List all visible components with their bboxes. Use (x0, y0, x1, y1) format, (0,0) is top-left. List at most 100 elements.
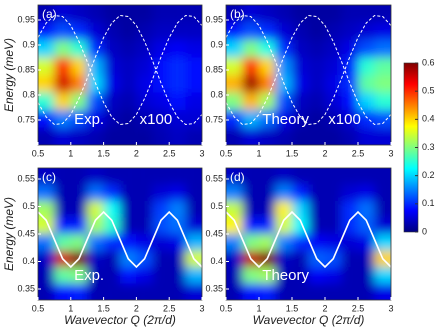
heat-cell (120, 267, 137, 284)
heat-cell (259, 57, 276, 75)
heat-cell (242, 127, 259, 145)
y-tick-label: 0.8 (22, 89, 35, 99)
dispersion-curve (38, 14, 202, 126)
heat-cell (185, 40, 202, 58)
heat-cell (374, 40, 391, 58)
heat-cell (226, 92, 243, 110)
heat-cell (169, 40, 186, 58)
heat-cell (136, 5, 153, 23)
heat-cell (169, 110, 186, 128)
heat-cell (136, 168, 153, 185)
heat-cell (136, 267, 153, 284)
dispersion-curve (226, 210, 391, 269)
heat-cell (259, 22, 276, 40)
annotation: Exp. (74, 111, 104, 128)
heat-cell (374, 110, 391, 128)
heat-cell (152, 57, 170, 75)
heat-cell (242, 267, 259, 284)
annotation: x100 (140, 111, 173, 128)
heat-cell (120, 40, 137, 58)
heat-cell (292, 127, 309, 145)
heat-cell (70, 5, 88, 23)
heat-cell (374, 75, 391, 93)
heat-cell (120, 75, 137, 93)
heat-cell (120, 283, 137, 300)
heat-cell (358, 184, 375, 201)
heat-cell (226, 168, 243, 185)
heat-cell (87, 22, 104, 40)
plot-frame (225, 4, 392, 146)
heat-cell (226, 22, 243, 40)
heat-cell (275, 267, 292, 284)
heat-cell (152, 127, 170, 145)
heat-cell (292, 184, 309, 201)
heatmap (38, 5, 202, 145)
heat-cell (275, 201, 292, 218)
heat-cell (169, 57, 186, 75)
heat-cell (275, 57, 292, 75)
heat-cell (169, 234, 186, 251)
panel-label: (c) (42, 170, 56, 184)
heat-cell (185, 22, 202, 40)
heat-cell (54, 127, 71, 145)
heat-cell (341, 201, 358, 218)
x-tick-label: 0.5 (32, 148, 45, 158)
heat-cell (341, 283, 358, 300)
heat-cell (292, 92, 309, 110)
y-tick-label: 0.4 (22, 256, 35, 266)
colorbar-tick-label: 0.4 (422, 114, 435, 124)
heat-cell (103, 201, 120, 218)
heat-cell (292, 201, 309, 218)
heat-cell (292, 234, 309, 251)
x-tick-label: 1 (256, 148, 261, 158)
heat-cell (152, 267, 170, 284)
heat-cell (152, 92, 170, 110)
heat-cell (259, 92, 276, 110)
heat-cell (87, 40, 104, 58)
heat-cell (259, 217, 276, 234)
colorbar-tick-label: 0.1 (422, 198, 435, 208)
x-tick-label: 1 (68, 148, 73, 158)
heat-cell (87, 127, 104, 145)
heat-cell (341, 250, 358, 267)
heat-cell (70, 201, 88, 218)
heat-cell (242, 40, 259, 58)
heat-cell (136, 92, 153, 110)
heat-cell (169, 168, 186, 185)
heat-cell (292, 5, 309, 23)
heat-cell (136, 127, 153, 145)
heat-cell (242, 168, 259, 185)
heat-cell (325, 110, 342, 128)
heat-cell (103, 127, 120, 145)
heat-cell (325, 217, 342, 234)
heat-cell (87, 267, 104, 284)
heat-cell (38, 22, 55, 40)
heat-cell (341, 168, 358, 185)
heat-cell (120, 184, 137, 201)
heat-cell (38, 57, 55, 75)
heat-cell (259, 283, 276, 300)
heat-cell (226, 201, 243, 218)
heat-cell (226, 75, 243, 93)
heat-cell (120, 168, 137, 185)
x-tick-label: 3 (388, 148, 393, 158)
heat-cell (275, 22, 292, 40)
y-axis-label: Energy (meV) (2, 38, 16, 112)
heat-cell (70, 127, 88, 145)
heat-cell (226, 184, 243, 201)
heat-cell (308, 110, 325, 128)
heat-cell (120, 5, 137, 23)
heat-cell (136, 201, 153, 218)
heat-cell (54, 283, 71, 300)
dispersion-curve (226, 14, 391, 126)
heat-cell (169, 184, 186, 201)
heat-cell (38, 92, 55, 110)
y-tick-label: 0.85 (205, 64, 223, 74)
heat-cell (38, 5, 55, 23)
cells (38, 5, 202, 145)
heat-cell (152, 75, 170, 93)
y-tick-label: 0.4 (210, 256, 223, 266)
x-tick-label: 1 (256, 303, 261, 313)
heat-cell (185, 184, 202, 201)
heat-cell (87, 283, 104, 300)
